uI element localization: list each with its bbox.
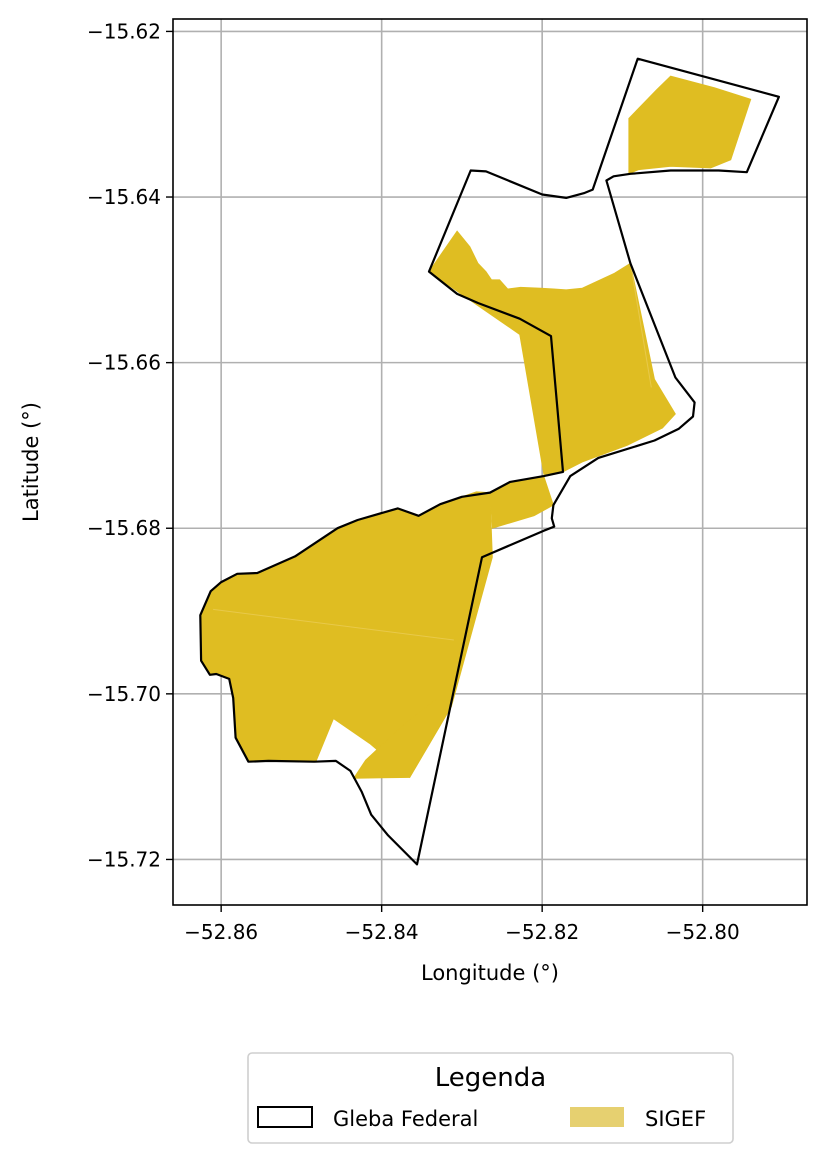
x-tick-label: −52.80 — [666, 920, 740, 944]
x-tick-label: −52.82 — [505, 920, 579, 944]
x-tick-label: −52.84 — [345, 920, 419, 944]
legend: Legenda Gleba Federal SIGEF — [247, 1052, 734, 1144]
sigef-layer — [199, 75, 752, 779]
x-axis-ticks: −52.86 −52.84 −52.82 −52.80 — [184, 905, 740, 944]
y-axis-ticks: −15.62 −15.64 −15.66 −15.68 −15.70 −15.72 — [87, 19, 173, 871]
y-tick-label: −15.68 — [87, 516, 161, 540]
x-axis-title: Longitude (°) — [421, 961, 559, 985]
y-tick-label: −15.64 — [87, 185, 161, 209]
y-tick-label: −15.62 — [87, 19, 161, 43]
sigef-parcel-1 — [352, 697, 453, 779]
y-tick-label: −15.70 — [87, 682, 161, 706]
legend-swatch-gleba-federal — [257, 1106, 313, 1128]
y-tick-label: −15.66 — [87, 351, 161, 375]
sigef-parcel-2 — [489, 475, 554, 529]
legend-label-gleba-federal: Gleba Federal — [333, 1107, 478, 1131]
gleba-federal-layer — [199, 57, 780, 866]
sigef-parcel-0 — [199, 491, 493, 779]
legend-title: Legenda — [435, 1063, 546, 1093]
legend-label-sigef: SIGEF — [645, 1107, 706, 1131]
y-tick-label: −15.72 — [87, 847, 161, 871]
sigef-parcel-divider — [213, 608, 454, 641]
legend-swatch-sigef — [570, 1107, 624, 1127]
sigef-parcel-4 — [628, 75, 752, 175]
plot-frame — [172, 18, 808, 906]
gleba-federal-boundary — [199, 57, 780, 866]
x-tick-label: −52.86 — [184, 920, 258, 944]
sigef-parcel-divider — [629, 263, 652, 388]
y-axis-title: Latitude (°) — [19, 402, 43, 522]
